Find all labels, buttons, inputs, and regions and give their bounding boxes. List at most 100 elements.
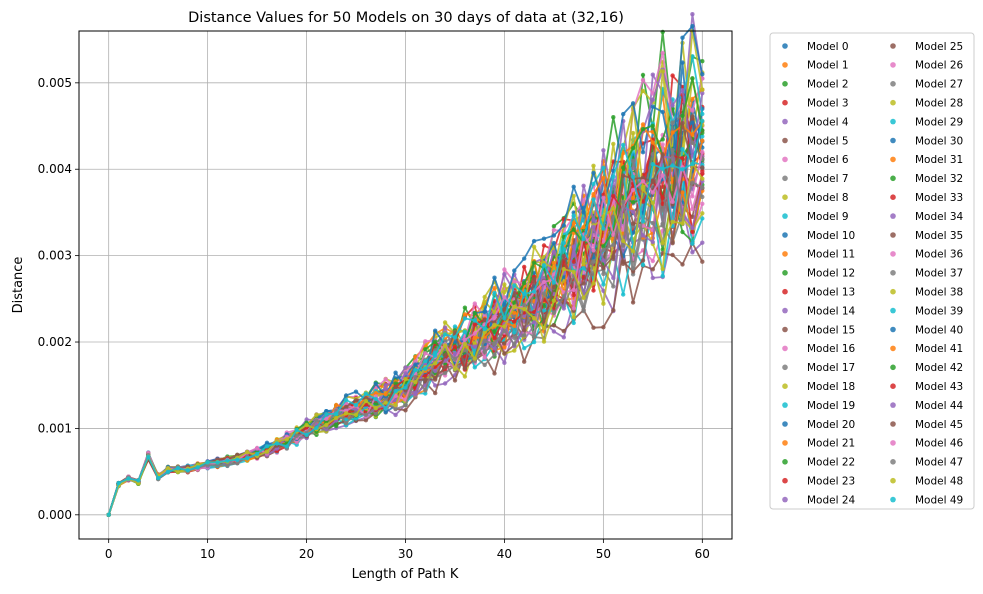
legend-label: Model 3 [807,98,849,110]
data-point [442,364,448,370]
legend-marker [782,326,788,333]
data-point [571,287,576,293]
chart-title: Distance Values for 50 Models on 30 days… [188,10,624,26]
legend-marker [890,402,896,408]
data-point [660,173,665,178]
data-point [551,233,557,238]
legend-marker [890,383,896,390]
legend-label: Model 22 [807,457,855,469]
data-point [690,12,695,17]
data-point [690,132,695,137]
data-point [512,268,517,273]
data-point [353,402,359,408]
data-point [225,458,230,463]
legend-marker [890,364,896,371]
data-point [245,449,250,455]
data-point [314,418,319,423]
data-point [373,405,378,411]
legend-label: Model 20 [807,419,855,431]
data-point [423,366,428,371]
legend-marker [890,81,896,87]
data-point [472,322,477,327]
data-point [680,221,685,226]
data-point [690,180,695,185]
data-point [462,305,468,310]
data-point [284,437,289,442]
data-point [433,377,438,382]
data-point [452,366,458,372]
data-point [413,390,418,396]
data-point [601,226,606,231]
legend-label: Model 29 [915,116,963,128]
data-point [472,356,477,361]
data-point [690,140,695,145]
data-point [611,174,616,179]
data-point [571,259,576,264]
data-point [630,300,636,305]
data-point [650,190,655,195]
data-point [393,384,398,389]
data-point [670,130,675,135]
data-point [601,148,606,153]
data-point [660,109,665,115]
legend-label: Model 28 [915,98,963,110]
legend-label: Model 35 [915,230,963,242]
data-point [611,232,616,237]
data-point [640,186,646,192]
data-point [522,256,527,261]
data-point [452,335,458,340]
legend-marker [890,118,896,125]
data-point [363,412,369,417]
data-point [442,343,448,348]
data-point [541,243,547,248]
data-point [551,329,557,334]
data-point [512,304,517,310]
data-point [334,422,339,427]
legend-marker [782,383,788,390]
data-point [571,220,576,226]
data-point [363,398,369,404]
data-point [621,259,626,264]
data-point [650,200,655,205]
data-point [353,412,359,418]
data-point [700,72,705,77]
x-axis-label: Length of Path K [352,567,459,582]
x-tick-label: 60 [695,547,710,561]
data-point [630,158,636,163]
data-point [551,298,557,303]
data-point [690,194,695,199]
data-point [452,378,458,383]
data-point [611,206,616,211]
legend-marker [890,213,896,219]
data-point [423,377,428,382]
data-point [264,449,270,454]
data-point [442,325,448,330]
data-point [343,393,349,398]
data-point [235,461,240,466]
data-point [403,385,408,390]
data-point [650,97,655,102]
data-point [591,288,596,293]
data-point [700,59,705,64]
legend-label: Model 8 [807,192,849,204]
legend-marker [890,307,896,314]
data-point [640,262,646,268]
data-point [175,469,181,475]
data-point [531,334,537,339]
data-point [492,346,497,351]
data-point [621,238,626,244]
data-point [294,440,299,445]
data-point [690,161,695,167]
data-point [541,325,547,331]
data-point [591,217,596,222]
data-point [601,239,606,244]
data-point [561,328,566,334]
legend-marker [782,288,788,295]
data-point [334,402,339,408]
data-point [541,339,547,344]
data-point [670,199,675,204]
data-point [304,417,309,422]
data-point [630,130,636,136]
data-point [343,404,349,410]
data-point [571,292,576,298]
